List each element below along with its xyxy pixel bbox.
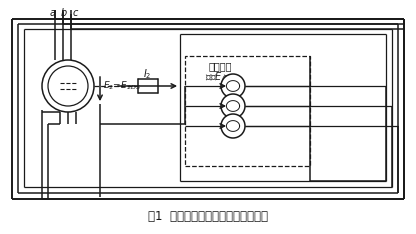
Text: 电势$E_j$装置: 电势$E_j$装置 [205, 71, 235, 85]
Circle shape [221, 114, 245, 138]
Bar [185, 56, 310, 166]
Text: 产生附加: 产生附加 [208, 61, 232, 71]
Circle shape [221, 74, 245, 98]
Text: b: b [61, 8, 67, 18]
Text: $E_2$=$E_{2DS}$: $E_2$=$E_{2DS}$ [103, 80, 141, 92]
Text: c: c [72, 8, 78, 18]
Circle shape [221, 94, 245, 118]
Text: a: a [50, 8, 56, 18]
Text: $I_2$: $I_2$ [143, 67, 152, 81]
Bar [138, 79, 158, 93]
Text: 图1  异步电动机串级调速系统原理图: 图1 异步电动机串级调速系统原理图 [148, 209, 268, 223]
